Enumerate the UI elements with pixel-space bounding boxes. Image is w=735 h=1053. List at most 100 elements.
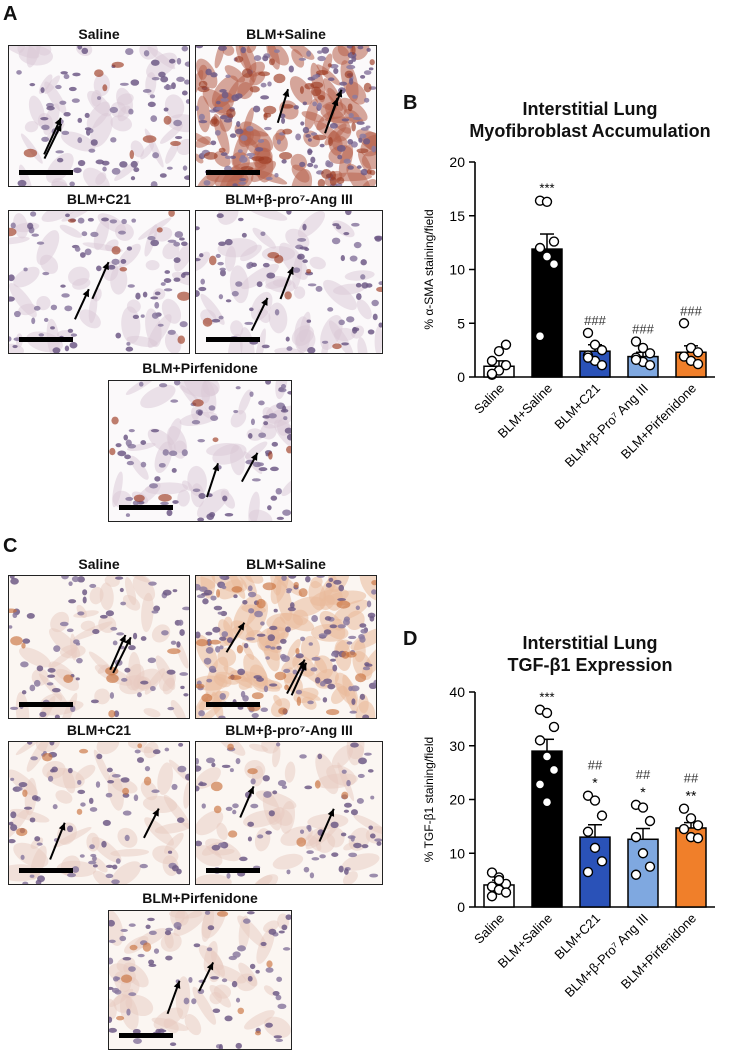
- data-point: [541, 251, 553, 262]
- micrograph-image: [195, 210, 383, 354]
- data-point: [678, 823, 690, 835]
- data-point: [685, 813, 697, 824]
- micrograph-image: [8, 575, 190, 719]
- significance-label: *: [592, 775, 598, 791]
- micrograph-image: [195, 741, 383, 885]
- significance-label: ###: [584, 313, 606, 328]
- panel-label-d: D: [403, 628, 418, 650]
- data-point: [692, 820, 704, 831]
- y-tick-label: 0: [457, 899, 465, 915]
- bar: [531, 750, 563, 908]
- data-point: [692, 358, 704, 370]
- data-point: [541, 751, 553, 762]
- data-point: [644, 861, 656, 872]
- micrograph-title: BLM+β-pro⁷-Ang III: [225, 722, 353, 738]
- data-point: [630, 831, 642, 843]
- data-point: [582, 790, 594, 801]
- x-tick-label: BLM+β-Pro⁷ Ang III: [562, 381, 651, 470]
- micrograph-title: BLM+Saline: [246, 556, 326, 572]
- data-point: [486, 368, 498, 379]
- data-point: [534, 779, 546, 790]
- y-axis-label: % TGF-β1 staining/field: [422, 737, 436, 862]
- micrograph-image: [108, 910, 292, 1050]
- data-point: [582, 826, 594, 837]
- significance-label: ##: [684, 771, 699, 786]
- data-point: [493, 874, 505, 886]
- data-point: [644, 359, 656, 371]
- y-tick-label: 0: [457, 369, 465, 385]
- micrograph-image: [108, 380, 292, 522]
- micrograph-image: [195, 575, 377, 719]
- data-point: [630, 336, 642, 347]
- micrograph-image: [8, 210, 190, 354]
- data-point: [582, 352, 594, 363]
- data-point: [500, 339, 512, 350]
- data-point: [678, 803, 690, 814]
- y-tick-label: 30: [449, 738, 465, 754]
- micrograph-title: BLM+C21: [66, 191, 132, 207]
- data-point: [644, 815, 656, 827]
- data-point: [541, 196, 553, 207]
- panel-label-b: B: [403, 92, 418, 114]
- data-point: [486, 355, 498, 367]
- y-tick-label: 15: [449, 208, 465, 224]
- micrograph-image: [8, 45, 190, 187]
- data-point: [582, 866, 594, 878]
- micrograph-title: BLM+Pirfenidone: [142, 360, 258, 376]
- data-point: [486, 891, 498, 902]
- data-point: [637, 848, 649, 859]
- panel-label-c: C: [3, 535, 18, 557]
- data-point: [541, 796, 553, 808]
- data-point: [630, 869, 642, 880]
- data-point: [548, 764, 560, 776]
- significance-label: *: [640, 784, 646, 800]
- data-point: [596, 359, 608, 371]
- data-point: [589, 795, 601, 806]
- panel-label-a: A: [3, 3, 18, 25]
- x-tick-label: Saline: [471, 911, 507, 947]
- chart-title-line: TGF-β1 Expression: [507, 655, 673, 675]
- micrograph-title: BLM+Saline: [246, 26, 326, 42]
- data-point: [692, 832, 704, 844]
- data-point: [548, 258, 560, 270]
- chart-title: Interstitial Lung TGF-β1 Expression: [455, 632, 725, 676]
- significance-label: ##: [636, 767, 651, 782]
- data-point: [500, 887, 512, 898]
- bar-chart-sma: 0 5 10 15 20 % α-SMA staining/field Saline *** B…: [422, 154, 715, 470]
- data-point: [692, 347, 704, 358]
- significance-label: ###: [680, 303, 702, 318]
- micrograph-title: BLM+Pirfenidone: [142, 890, 258, 906]
- micrograph-image: [8, 741, 190, 885]
- data-point: [678, 318, 690, 329]
- data-point: [596, 856, 608, 867]
- x-tick-label: BLM+β-Pro⁷ Ang III: [562, 911, 651, 1000]
- significance-label: **: [686, 788, 697, 804]
- y-tick-label: 5: [457, 315, 465, 331]
- data-point: [548, 721, 560, 733]
- data-point: [534, 735, 546, 746]
- micrograph-title: Saline: [78, 556, 120, 572]
- micrograph-image: [195, 45, 377, 187]
- chart-title: Interstitial Lung Myofibroblast Accumula…: [455, 98, 725, 142]
- data-point: [486, 867, 498, 878]
- micrograph-title: BLM+C21: [66, 722, 132, 738]
- chart-title-line: Interstitial Lung: [522, 633, 658, 653]
- data-point: [541, 707, 553, 719]
- data-point: [596, 810, 608, 821]
- x-tick-label: Saline: [471, 381, 507, 417]
- data-point: [582, 327, 594, 339]
- data-point: [630, 354, 642, 366]
- y-tick-label: 20: [449, 792, 465, 808]
- data-point: [596, 344, 608, 356]
- chart-title-line: Myofibroblast Accumulation: [469, 121, 711, 141]
- y-tick-label: 10: [449, 262, 465, 278]
- data-point: [548, 236, 560, 247]
- data-point: [589, 339, 601, 350]
- micrograph-title: BLM+β-pro⁷-Ang III: [225, 191, 353, 207]
- data-point: [493, 345, 505, 357]
- bar: [531, 248, 563, 378]
- data-point: [644, 348, 656, 359]
- data-point: [637, 802, 649, 813]
- data-point: [534, 330, 546, 342]
